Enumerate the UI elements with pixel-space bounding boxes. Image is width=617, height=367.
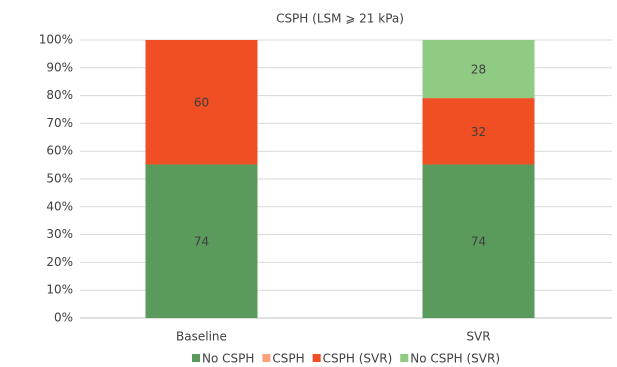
chart-title: CSPH (LSM ⩾ 21 kPa)	[276, 12, 404, 26]
bar-segment	[145, 164, 258, 318]
y-tick-label: 0%	[54, 311, 73, 325]
legend-swatch	[192, 354, 200, 362]
y-tick-label: 10%	[46, 283, 73, 297]
y-tick-label: 60%	[46, 144, 73, 158]
y-tick-label: 20%	[46, 255, 73, 269]
bar-segment	[145, 40, 258, 165]
legend-label: No CSPH	[202, 352, 254, 366]
data-label: 60	[194, 96, 209, 110]
legend-swatch	[262, 354, 271, 362]
legend-swatch	[400, 354, 409, 362]
legend-swatch	[312, 354, 321, 362]
y-tick-label: 50%	[46, 172, 73, 186]
data-label: 74	[471, 235, 486, 249]
y-tick-label: 30%	[46, 227, 73, 241]
legend-label: CSPH (SVR)	[323, 352, 393, 366]
x-tick-label: SVR	[466, 330, 490, 344]
y-tick-label: 100%	[39, 33, 73, 47]
data-label: 32	[471, 125, 486, 139]
data-label: 74	[194, 235, 209, 249]
bar-segment	[422, 164, 535, 318]
legend-label: CSPH	[272, 352, 304, 366]
y-tick-label: 40%	[46, 199, 73, 213]
y-tick-label: 90%	[46, 60, 73, 74]
legend-label: No CSPH (SVR)	[410, 352, 500, 366]
x-tick-label: Baseline	[176, 330, 227, 344]
bar-segment	[422, 40, 535, 99]
y-tick-label: 70%	[46, 116, 73, 130]
y-tick-label: 80%	[46, 88, 73, 102]
data-label: 28	[471, 63, 486, 77]
bar-segment	[422, 98, 535, 165]
